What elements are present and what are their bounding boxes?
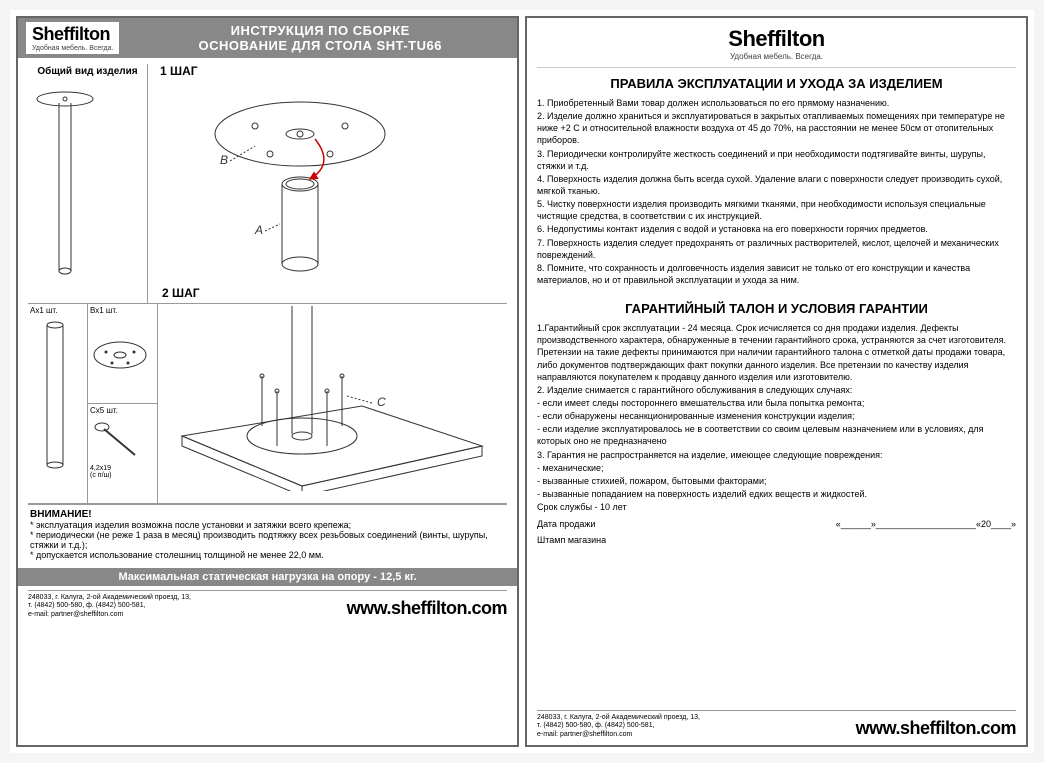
- document-sheet: Sheffilton Удобная мебель. Всегда. ИНСТР…: [10, 10, 1034, 753]
- title-line-1: ИНСТРУКЦИЯ ПО СБОРКЕ: [131, 23, 509, 38]
- step1-area: 1 ШАГ B: [156, 64, 507, 303]
- warranty-list: 1.Гарантийный срок эксплуатации - 24 мес…: [537, 322, 1016, 513]
- general-view-title: Общий вид изделия: [30, 66, 145, 77]
- footer-url: www.sheffilton.com: [347, 598, 507, 619]
- part-b-icon: [90, 315, 150, 385]
- footer-address-r: 248033, г. Калуга, 2-ой Академический пр…: [537, 714, 856, 722]
- part-a-icon: [30, 315, 80, 475]
- left-page: Sheffilton Удобная мебель. Всегда. ИНСТР…: [16, 16, 519, 747]
- warranty-block: ГАРАНТИЙНЫЙ ТАЛОН И УСЛОВИЯ ГАРАНТИИ 1.Г…: [537, 293, 1016, 545]
- warranty-3: - если обнаружены несанкционированные из…: [537, 410, 1016, 422]
- step2-diagram: C: [162, 306, 492, 491]
- rule-2: 2. Изделие должно храниться и эксплуатир…: [537, 110, 1016, 146]
- rule-3: 3. Периодически контролируйте жесткость …: [537, 148, 1016, 172]
- load-band: Максимальная статическая нагрузка на опо…: [18, 568, 517, 586]
- rules-list: 1. Приобретенный Вами товар должен испол…: [537, 97, 1016, 287]
- svg-text:C: C: [377, 395, 386, 409]
- title-line-2: ОСНОВАНИЕ ДЛЯ СТОЛА SHT-TU66: [131, 38, 509, 53]
- top-section: Общий вид изделия 1 ШАГ: [28, 64, 507, 304]
- rule-1: 1. Приобретенный Вами товар должен испол…: [537, 97, 1016, 109]
- date-label: Дата продажи: [537, 519, 595, 529]
- part-a-label: Ах1 шт.: [30, 306, 85, 315]
- right-page: Sheffilton Удобная мебель. Всегда. ПРАВИ…: [525, 16, 1028, 747]
- date-line: Дата продажи «______»___________________…: [537, 519, 1016, 529]
- general-view: Общий вид изделия: [28, 64, 148, 303]
- left-body: Общий вид изделия 1 ШАГ: [28, 64, 507, 739]
- rules-title: ПРАВИЛА ЭКСПЛУАТАЦИИ И УХОДА ЗА ИЗДЕЛИЕМ: [537, 76, 1016, 91]
- warning-block: ВНИМАНИЕ! * эксплуатация изделия возможн…: [28, 504, 507, 564]
- header-titles: ИНСТРУКЦИЯ ПО СБОРКЕ ОСНОВАНИЕ ДЛЯ СТОЛА…: [131, 23, 509, 53]
- footer-contact: 248033, г. Калуга, 2-ой Академический пр…: [28, 594, 347, 619]
- warranty-1: 2. Изделие снимается с гарантийного обсл…: [537, 384, 1016, 396]
- warning-item-1: * периодически (не реже 1 раза в месяц) …: [30, 530, 505, 550]
- part-c-icon: [90, 415, 150, 465]
- warranty-0: 1.Гарантийный срок эксплуатации - 24 мес…: [537, 322, 1016, 383]
- part-c: Сх5 шт. 4,2х19 (с п/ш): [88, 404, 157, 504]
- mid-section: Ах1 шт. Вх1 шт.: [28, 304, 507, 504]
- brand-tagline-right: Удобная мебель. Всегда.: [537, 52, 1016, 61]
- footer-phone-r: т. (4842) 500-580, ф. (4842) 500-581,: [537, 722, 856, 730]
- warranty-4: - если изделие эксплуатировалось не в со…: [537, 423, 1016, 447]
- rule-6: 6. Недопустимы контакт изделия с водой и…: [537, 223, 1016, 235]
- step1-diagram: B A: [160, 84, 460, 284]
- warranty-6: - механические;: [537, 462, 1016, 474]
- warning-item-2: * допускается использование столешниц то…: [30, 550, 505, 560]
- step2-area: 2 ШАГ: [158, 304, 507, 503]
- parts-col-a: Ах1 шт.: [28, 304, 88, 503]
- warning-item-0: * эксплуатация изделия возможна после ус…: [30, 520, 505, 530]
- part-c-label: Сх5 шт.: [90, 406, 155, 415]
- warranty-7: - вызванные стихией, пожаром, бытовыми ф…: [537, 475, 1016, 487]
- logo-box: Sheffilton Удобная мебель. Всегда.: [26, 22, 119, 54]
- right-logo: Sheffilton Удобная мебель. Всегда.: [537, 24, 1016, 68]
- part-c-size: 4,2х19 (с п/ш): [90, 465, 155, 479]
- footer-email-r: e-mail: partner@sheffilton.com: [537, 731, 856, 739]
- svg-text:B: B: [220, 153, 228, 167]
- footer-phone: т. (4842) 500-580, ф. (4842) 500-581,: [28, 602, 347, 610]
- brand-name-right: Sheffilton: [537, 26, 1016, 52]
- rule-8: 8. Помните, что сохранность и долговечно…: [537, 262, 1016, 286]
- footer-email: e-mail: partner@sheffilton.com: [28, 611, 347, 619]
- footer-address: 248033, г. Калуга, 2-ой Академический пр…: [28, 594, 347, 602]
- warning-title: ВНИМАНИЕ!: [30, 509, 505, 520]
- step2-label: 2 ШАГ: [162, 286, 503, 300]
- leg-overview-diagram: [30, 81, 120, 281]
- part-a: Ах1 шт.: [28, 304, 87, 503]
- stamp-label: Штамп магазина: [537, 535, 606, 545]
- footer-contact-right: 248033, г. Калуга, 2-ой Академический пр…: [537, 714, 856, 739]
- rule-5: 5. Чистку поверхности изделия производит…: [537, 198, 1016, 222]
- brand-name: Sheffilton: [32, 24, 113, 45]
- parts-col-bc: Вх1 шт. Сх5 шт.: [88, 304, 158, 503]
- warranty-9: Срок службы - 10 лет: [537, 501, 1016, 513]
- footer-right: 248033, г. Калуга, 2-ой Академический пр…: [537, 710, 1016, 739]
- date-blank: «______»____________________«20____»: [836, 519, 1016, 529]
- svg-text:A: A: [254, 223, 263, 237]
- part-b-label: Вх1 шт.: [90, 306, 155, 315]
- stamp-line: Штамп магазина: [537, 535, 1016, 545]
- part-b: Вх1 шт.: [88, 304, 157, 404]
- warranty-5: 3. Гарантия не распространяется на издел…: [537, 449, 1016, 461]
- warranty-2: - если имеет следы постороннего вмешател…: [537, 397, 1016, 409]
- brand-tagline: Удобная мебель. Всегда.: [32, 45, 113, 52]
- footer-url-right: www.sheffilton.com: [856, 718, 1016, 739]
- rule-4: 4. Поверхность изделия должна быть всегд…: [537, 173, 1016, 197]
- warranty-8: - вызванные попаданием на поверхность из…: [537, 488, 1016, 500]
- rule-7: 7. Поверхность изделия следует предохран…: [537, 237, 1016, 261]
- step1-label: 1 ШАГ: [160, 64, 503, 78]
- header-band: Sheffilton Удобная мебель. Всегда. ИНСТР…: [18, 18, 517, 58]
- warranty-title: ГАРАНТИЙНЫЙ ТАЛОН И УСЛОВИЯ ГАРАНТИИ: [537, 301, 1016, 316]
- footer-left: 248033, г. Калуга, 2-ой Академический пр…: [28, 590, 507, 619]
